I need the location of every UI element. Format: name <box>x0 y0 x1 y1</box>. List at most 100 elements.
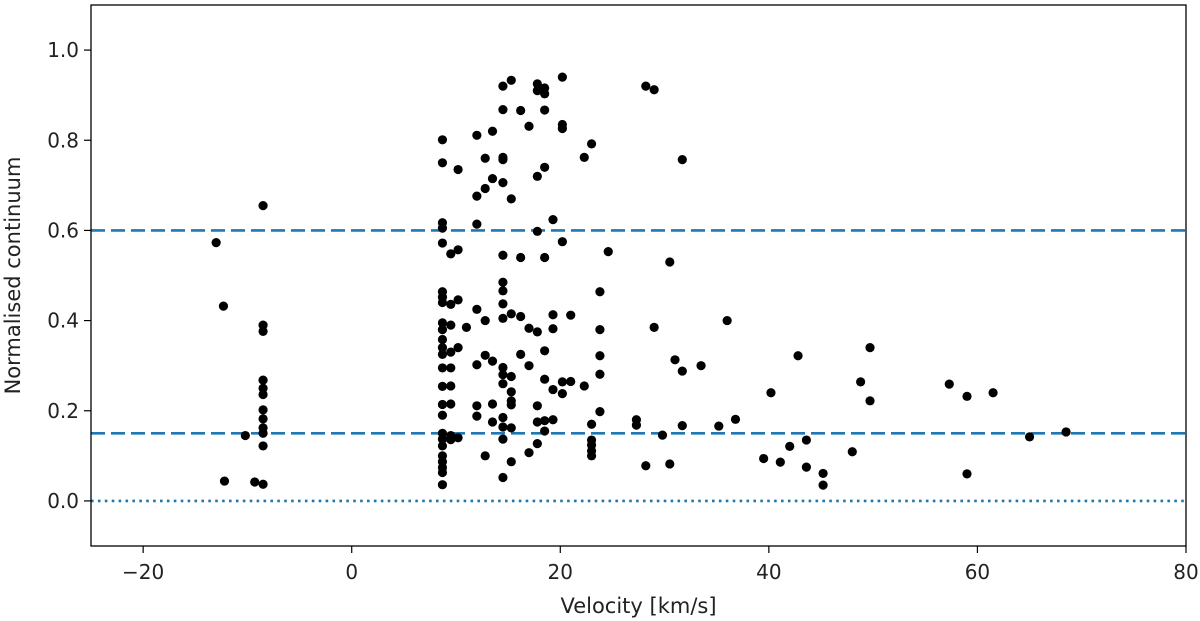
data-point <box>498 362 508 373</box>
data-point <box>677 421 687 431</box>
data-point <box>506 75 516 85</box>
data-point <box>437 363 448 373</box>
data-point <box>540 162 550 172</box>
data-point <box>472 219 482 229</box>
data-point <box>506 423 516 433</box>
data-point <box>487 417 498 427</box>
data-point <box>487 173 498 184</box>
data-point <box>498 178 508 188</box>
data-point <box>557 123 567 134</box>
data-point <box>532 439 542 449</box>
y-tick-label: 0.0 <box>47 489 79 513</box>
data-point <box>437 158 448 168</box>
x-tick-label: 0 <box>345 560 358 584</box>
data-point <box>944 379 954 389</box>
data-point <box>677 155 687 165</box>
data-point <box>211 237 221 248</box>
data-point <box>437 410 448 420</box>
data-point <box>498 422 508 432</box>
data-point <box>437 434 448 444</box>
data-point <box>446 299 456 309</box>
data-point <box>219 476 230 486</box>
data-point <box>801 462 812 472</box>
y-axis-label: Normalised continuum <box>1 157 25 395</box>
data-point <box>665 257 675 267</box>
data-point <box>532 79 542 89</box>
data-point <box>540 416 550 426</box>
data-point <box>487 356 498 366</box>
data-point <box>785 441 795 451</box>
data-point <box>472 411 482 421</box>
data-point <box>557 377 567 387</box>
data-point <box>586 419 597 429</box>
data-point <box>595 407 605 417</box>
data-point <box>446 320 456 330</box>
data-point <box>258 383 268 393</box>
data-point <box>437 441 448 451</box>
data-point <box>548 384 558 395</box>
data-point <box>595 325 605 335</box>
data-point <box>258 414 268 424</box>
reference-lines <box>91 229 1186 503</box>
data-point <box>437 238 448 248</box>
data-point <box>258 326 268 337</box>
data-point <box>865 396 875 406</box>
data-point <box>472 401 482 411</box>
data-point <box>506 371 516 382</box>
data-point <box>437 343 448 353</box>
data-point <box>548 324 558 334</box>
data-point <box>557 72 567 82</box>
data-point <box>566 310 576 320</box>
data-point <box>818 468 828 479</box>
data-point <box>540 346 550 356</box>
x-tick-label: 20 <box>548 560 573 584</box>
data-point <box>818 480 828 490</box>
data-point <box>480 315 490 326</box>
data-point <box>498 286 508 296</box>
y-tick-label: 0.8 <box>47 128 79 152</box>
data-point <box>962 391 972 401</box>
data-point <box>557 389 567 399</box>
data-point <box>988 388 998 398</box>
data-point <box>516 349 526 359</box>
data-point <box>437 297 448 308</box>
data-point <box>641 81 651 91</box>
data-point <box>498 155 508 165</box>
x-axis-ticks: −20 0 20 40 60 80 <box>122 546 1199 584</box>
data-point <box>498 81 508 91</box>
data-point <box>649 85 659 95</box>
data-point <box>532 417 542 427</box>
data-point <box>665 459 675 469</box>
data-point <box>437 381 448 392</box>
data-point <box>487 399 498 409</box>
data-point <box>437 467 448 478</box>
data-point <box>461 322 472 332</box>
data-point <box>453 433 463 443</box>
data-point <box>801 435 812 445</box>
x-tick-label: −20 <box>122 560 164 584</box>
data-point <box>437 223 448 233</box>
data-point <box>1024 432 1035 442</box>
data-point <box>472 304 482 314</box>
data-point <box>631 420 642 430</box>
data-point <box>258 441 268 451</box>
data-point <box>453 343 463 353</box>
data-point <box>498 379 508 389</box>
data-point <box>856 377 866 387</box>
data-point <box>540 426 550 436</box>
data-point <box>557 237 567 247</box>
data-point <box>524 448 534 458</box>
data-point <box>524 121 534 131</box>
data-point <box>453 164 463 175</box>
data-point <box>962 469 972 479</box>
data-point <box>498 104 508 115</box>
data-point <box>595 351 605 361</box>
data-point <box>603 247 613 257</box>
data-point <box>258 428 268 438</box>
data-point <box>437 325 448 335</box>
data-point <box>540 374 550 384</box>
data-point <box>677 366 687 376</box>
data-point <box>579 152 589 162</box>
data-point <box>472 360 482 370</box>
